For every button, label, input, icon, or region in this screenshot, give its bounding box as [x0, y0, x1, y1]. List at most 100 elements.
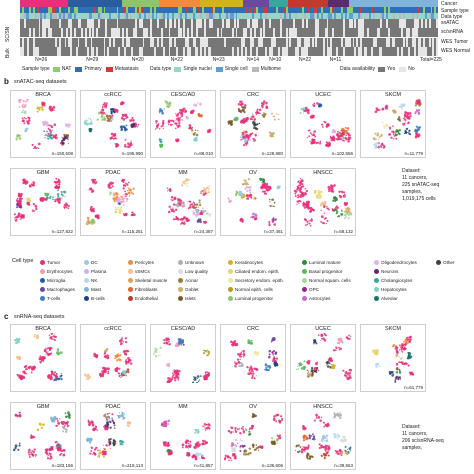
heatmap-cell	[20, 19, 23, 28]
umap-point	[378, 139, 380, 141]
umap-point	[22, 111, 24, 113]
heatmap-cell	[57, 0, 60, 7]
heatmap-cell	[304, 19, 307, 28]
heatmap-cell	[205, 7, 209, 13]
umap-point	[168, 123, 170, 126]
umap-point	[346, 210, 350, 213]
heatmap-cell	[380, 47, 383, 56]
heatmap-cell	[231, 19, 235, 28]
heatmap-cell	[107, 0, 110, 7]
heatmap-cell	[151, 13, 155, 19]
umap-point	[167, 119, 171, 123]
heatmap-cell	[358, 19, 361, 28]
umap-panel-hnscc: HNSCC n=58,132	[290, 168, 356, 236]
heatmap-cell	[417, 47, 420, 56]
umap-point	[125, 353, 127, 356]
heatmap-cell	[263, 47, 266, 56]
umap-point	[241, 218, 244, 221]
umap-point	[188, 205, 192, 209]
umap-point	[49, 132, 52, 135]
heatmap-cell	[114, 28, 117, 37]
umap-point	[43, 197, 45, 199]
umap-point	[128, 181, 130, 183]
umap-point	[247, 182, 249, 184]
umap-point	[313, 102, 316, 105]
heatmap-cell	[23, 19, 26, 28]
heatmap-cell	[343, 28, 346, 37]
heatmap-cell	[177, 38, 181, 47]
umap-point	[28, 184, 31, 187]
heatmap-cell	[29, 7, 32, 13]
umap-point	[194, 104, 198, 108]
heatmap-row	[20, 38, 439, 47]
umap-point	[177, 119, 180, 122]
umap-point	[400, 103, 404, 106]
heatmap-cell	[278, 0, 281, 7]
heatmap-cell	[280, 28, 283, 37]
umap-point	[330, 184, 333, 187]
heatmap-cell	[72, 7, 75, 13]
heatmap-cell	[363, 28, 366, 37]
umap-point	[323, 121, 326, 123]
umap-point	[42, 356, 44, 358]
heatmap-cell	[345, 19, 348, 28]
cell-type-label: DC	[91, 260, 98, 265]
umap-point	[88, 374, 90, 376]
heatmap-cell	[419, 19, 422, 28]
heatmap-cell	[272, 0, 275, 7]
umap-point	[41, 101, 45, 105]
heatmap-cell	[333, 19, 337, 28]
heatmap-cell	[131, 28, 134, 37]
heatmap-cell	[320, 47, 324, 56]
heatmap-cell	[410, 28, 413, 37]
heatmap-cell	[209, 7, 212, 13]
heatmap-cell	[124, 0, 127, 7]
heatmap-cell	[267, 13, 270, 19]
heatmap-cell	[237, 19, 240, 28]
umap-point	[14, 339, 17, 342]
umap-point	[49, 108, 53, 112]
heatmap-cell	[395, 0, 398, 7]
umap-point	[322, 202, 324, 205]
heatmap-cell	[237, 13, 240, 19]
heatmap-cell	[307, 7, 311, 13]
umap-point	[130, 213, 133, 217]
heatmap-cell	[116, 13, 119, 19]
umap-point	[110, 120, 112, 122]
heatmap-cell	[60, 47, 64, 56]
umap-point	[249, 192, 251, 194]
umap-point	[249, 139, 251, 141]
heatmap-cell	[326, 28, 329, 37]
umap-point	[299, 194, 301, 196]
umap-point	[269, 135, 271, 137]
heatmap-cell	[242, 28, 246, 37]
heatmap-cell	[157, 7, 160, 13]
heatmap-cell	[107, 38, 110, 47]
heatmap-cell	[42, 19, 45, 28]
heatmap-cell	[228, 38, 231, 47]
heatmap-cell	[157, 28, 160, 37]
heatmap-cell	[49, 38, 52, 47]
umap-point	[334, 206, 337, 209]
umap-point	[26, 365, 28, 367]
umap-point	[168, 205, 171, 209]
umap-point	[26, 368, 29, 371]
heatmap-cell	[60, 7, 64, 13]
heatmap-cell	[170, 13, 173, 19]
umap-point	[95, 356, 98, 359]
umap-point	[404, 118, 407, 121]
heatmap-cell	[233, 47, 236, 56]
heatmap-cell	[326, 13, 329, 19]
heatmap-row	[20, 7, 439, 13]
heatmap-cell	[408, 38, 411, 47]
heatmap-cell	[114, 7, 117, 13]
umap-point	[375, 138, 377, 141]
heatmap-cell	[116, 19, 119, 28]
heatmap-cell	[53, 0, 56, 7]
heatmap-cell	[60, 19, 64, 28]
umap-point	[402, 117, 405, 120]
umap-point	[87, 118, 89, 120]
heatmap-cell	[146, 38, 149, 47]
umap-point	[127, 370, 130, 374]
umap-point	[320, 191, 322, 193]
